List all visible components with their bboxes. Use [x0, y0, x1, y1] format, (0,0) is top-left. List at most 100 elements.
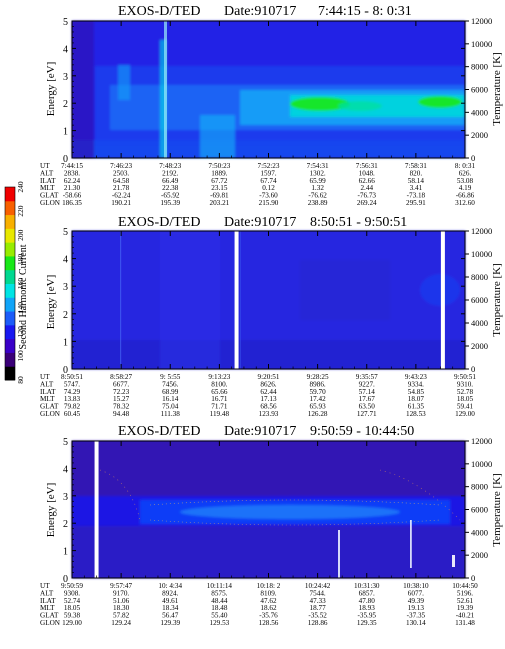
p2-cell-ilat: 72.23: [113, 388, 130, 396]
panel-3-title: EXOS-D/TED: [118, 424, 200, 439]
panel-3: EXOS-D/TED Date:910717 9:50:59 - 10:44:5…: [40, 424, 503, 627]
p1-cell-mlt: 23.15: [211, 184, 228, 192]
p3-row-label-mlt: MLT: [40, 604, 55, 612]
panel-2-date: Date:910717: [224, 215, 296, 230]
p3-ytick-label: 4: [63, 464, 68, 475]
p3-cell-mlt: 18.77: [310, 604, 327, 612]
p3-y2tick-label: 2000: [471, 550, 488, 560]
p3-cell-ilat: 49.39: [408, 597, 425, 605]
panel-3-date: Date:910717: [224, 424, 296, 439]
p1-cell-glon: 238.89: [308, 199, 328, 207]
p1-cell-glon: 186.35: [62, 199, 82, 207]
p1-cell-alt: 2838.: [64, 169, 80, 177]
p3-cell-glat: -40.21: [456, 612, 475, 620]
p2-cell-glat: 71.71: [211, 403, 228, 411]
p3-cell-glat: -35.52: [308, 612, 327, 620]
p1-row-label-mlt: MLT: [40, 184, 55, 192]
panel-3-ylabel: Energy [eV]: [45, 483, 57, 537]
p3-cell-glat: 56.47: [162, 612, 179, 620]
p1-ytick-label: 1: [63, 127, 68, 138]
p2-cell-glat: 68.56: [260, 403, 277, 411]
p2-cell-alt: 8626.: [260, 380, 276, 388]
p1-cell-glon: 195.39: [160, 199, 180, 207]
p1-cell-ilat: 67.72: [211, 177, 228, 185]
p2-cell-mlt: 18.05: [457, 395, 474, 403]
panel-1: EXOS-D/TED Date:910717 7:44:15 - 8: 0:31: [40, 4, 503, 207]
p3-row-label-ilat: ILAT: [40, 597, 56, 605]
p3-cell-alt: 5196.: [457, 589, 473, 597]
colorbar-swatch: [5, 269, 15, 284]
panel-3-time-range: 9:50:59 - 10:44:50: [310, 424, 414, 439]
p2-cell-glat: 59.41: [457, 403, 474, 411]
p1-cell-glat: -73.18: [407, 192, 426, 200]
p2-cell-alt: 9227.: [359, 380, 375, 388]
p1-cell-ut: 7:52:23: [258, 162, 280, 170]
p2-cell-ilat: 62.44: [260, 388, 277, 396]
p3-cell-alt: 8109.: [260, 589, 276, 597]
panel-1-y2label: Temperature [K]: [491, 52, 503, 125]
p1-cell-ut: 7:56:31: [356, 162, 378, 170]
p3-data-gap: [94, 441, 99, 578]
p3-cell-mlt: 18.30: [113, 604, 130, 612]
colorbar-tick-label: 80: [16, 376, 25, 384]
p2-cell-glon: 111.38: [161, 410, 181, 418]
p3-cell-glon: 131.48: [455, 619, 475, 627]
p1-cell-glat: -58.66: [63, 192, 82, 200]
p2-ytick-label: 5: [63, 227, 68, 238]
p3-cell-ilat: 49.61: [162, 597, 179, 605]
p2-cell-mlt: 17.42: [310, 395, 327, 403]
p1-cell-ilat: 67.74: [260, 177, 277, 185]
p2-cell-glon: 129.00: [455, 410, 475, 418]
p1-y2tick-label: 10000: [471, 39, 492, 49]
p3-cell-ut: 10:38:10: [403, 582, 429, 590]
p1-cell-glon: 269.24: [357, 199, 377, 207]
panel-3-spectrogram: [72, 441, 465, 578]
p3-cell-ilat: 47.80: [359, 597, 376, 605]
p2-cell-ilat: 59.70: [310, 388, 327, 396]
p1-cell-glat: -66.86: [456, 192, 475, 200]
p3-cell-mlt: 18.48: [211, 604, 228, 612]
p3-row-label-glat: GLAT: [40, 612, 59, 620]
colorbar-tick-label: 220: [16, 205, 25, 217]
p3-row-label-glon: GLON: [40, 619, 61, 627]
p2-cell-alt: 8986.: [310, 380, 326, 388]
p2-cell-ut: 9:50:51: [454, 373, 476, 381]
panel-2-y2label: Temperature [K]: [491, 263, 503, 336]
p2-cell-alt: 9334.: [408, 380, 424, 388]
p1-cell-mlt: 4.19: [459, 184, 472, 192]
p3-cell-glon: 129.24: [111, 619, 131, 627]
p2-data-gap: [234, 231, 239, 369]
p2-y2tick-label: 8000: [471, 272, 488, 282]
p1-cell-mlt: 21.78: [113, 184, 130, 192]
p3-y2tick-label: 4000: [471, 527, 488, 537]
p2-y2tick-label: 4000: [471, 318, 488, 328]
p1-cell-alt: 820.: [410, 169, 423, 177]
p1-row-label-alt: ALT: [40, 169, 54, 177]
p3-ytick-label: 0: [63, 574, 68, 585]
p1-cell-alt: 2192.: [162, 169, 178, 177]
p1-cell-mlt: 21.30: [64, 184, 81, 192]
colorbar-tick-label: 140: [16, 302, 25, 314]
p1-y2tick-label: 6000: [471, 85, 488, 95]
p2-cell-ut: 8:50:51: [61, 373, 83, 381]
p3-cell-ut: 10:18: 2: [257, 582, 281, 590]
colorbar: 80 100 120 140 160 180 200 220 240 Second Harmon…: [4, 181, 29, 384]
panel-1-title: EXOS-D/TED: [118, 4, 200, 19]
panel-1-date: Date:910717: [224, 4, 296, 19]
colorbar-tick-label: 160: [16, 278, 25, 290]
p1-y2tick-label: 12000: [471, 16, 492, 26]
p2-cell-mlt: 15.27: [113, 395, 130, 403]
p2-cell-glat: 63.50: [359, 403, 376, 411]
p1-cell-ut: 7:54:31: [307, 162, 329, 170]
p1-ytick-label: 2: [63, 99, 68, 110]
p2-y2tick-label: 10000: [471, 249, 492, 259]
p1-ytick-label: 5: [63, 17, 68, 28]
p2-cell-mlt: 18.07: [408, 395, 425, 403]
p3-y2tick-label: 10000: [471, 459, 492, 469]
p1-cell-alt: 1889.: [211, 169, 227, 177]
p1-row-label-glat: GLAT: [40, 192, 59, 200]
p2-cell-ut: 9: 5:55: [160, 373, 181, 381]
p1-cell-ilat: 62.66: [359, 177, 376, 185]
p3-y2tick-label: 6000: [471, 505, 488, 515]
p3-cell-glon: 129.53: [209, 619, 229, 627]
